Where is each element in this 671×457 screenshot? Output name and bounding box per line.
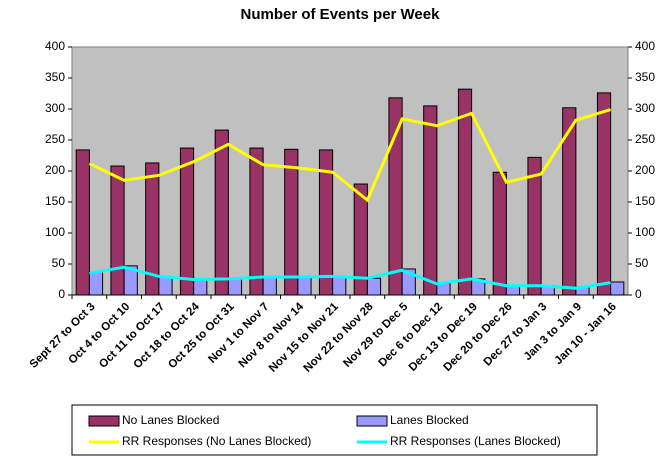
y2-tick-label: 400 xyxy=(635,39,655,53)
y2-tick-label: 100 xyxy=(635,225,655,239)
x-tick-label: Oct 11 to Oct 17 xyxy=(97,301,167,371)
x-tick-label: Nov 1 to Nov 7 xyxy=(206,301,271,366)
y-tick-label: 0 xyxy=(58,287,65,301)
x-tick-label: Oct 18 to Oct 24 xyxy=(131,300,202,371)
bar xyxy=(388,97,403,296)
bar xyxy=(158,276,173,296)
bar xyxy=(249,147,264,296)
x-tick-label: Oct 25 to Oct 31 xyxy=(166,300,237,371)
x-tick-label: Jan 10 - Jan 16 xyxy=(553,301,619,367)
x-tick-label: Dec 27 to Jan 3 xyxy=(482,301,550,369)
x-tick-label: Nov 29 to Dec 5 xyxy=(341,300,410,369)
y2-tick-label: 350 xyxy=(635,70,655,84)
y2-tick-label: 50 xyxy=(635,256,649,270)
legend-swatch xyxy=(356,415,388,427)
y-tick-label: 250 xyxy=(45,132,65,146)
bar xyxy=(596,92,612,296)
y-tick-label: 400 xyxy=(45,39,65,53)
chart-title: Number of Events per Week xyxy=(241,6,441,23)
bar xyxy=(193,279,208,296)
x-tick-label: Oct 4 to Oct 10 xyxy=(67,301,133,367)
bar xyxy=(284,148,299,296)
legend-swatch xyxy=(88,415,120,427)
legend-label: No Lanes Blocked xyxy=(122,413,219,427)
bar xyxy=(332,275,347,296)
bar xyxy=(179,147,195,296)
x-tick-label: Dec 6 to Dec 12 xyxy=(377,301,446,370)
bar xyxy=(366,277,382,296)
legend-label: RR Responses (Lanes Blocked) xyxy=(390,434,561,448)
bar xyxy=(262,276,277,296)
x-tick-label: Sept 27 to Oct 3 xyxy=(28,301,98,371)
y2-tick-label: 250 xyxy=(635,132,655,146)
y2-tick-label: 0 xyxy=(635,287,642,301)
bar xyxy=(227,278,243,296)
bar xyxy=(457,88,473,296)
x-tick-label: Nov 8 to Nov 14 xyxy=(237,300,307,370)
y2-tick-label: 200 xyxy=(635,163,655,177)
bar xyxy=(110,165,125,296)
bar xyxy=(88,271,104,296)
y-tick-label: 150 xyxy=(45,194,65,208)
bar xyxy=(423,105,438,296)
bar xyxy=(492,171,507,296)
y-tick-label: 300 xyxy=(45,101,65,115)
bar xyxy=(75,149,90,296)
bar xyxy=(297,276,312,296)
y-tick-label: 50 xyxy=(52,256,66,270)
y-tick-label: 350 xyxy=(45,70,65,84)
y2-tick-label: 150 xyxy=(635,194,655,208)
y-tick-label: 200 xyxy=(45,163,65,177)
line xyxy=(89,265,611,290)
line xyxy=(88,108,612,203)
legend-label: Lanes Blocked xyxy=(390,413,469,427)
legend xyxy=(71,404,598,456)
bar xyxy=(610,281,625,296)
legend-label: RR Responses (No Lanes Blocked) xyxy=(122,434,311,448)
y-tick-label: 100 xyxy=(45,225,65,239)
bar xyxy=(214,129,229,296)
y2-tick-label: 300 xyxy=(635,101,655,115)
